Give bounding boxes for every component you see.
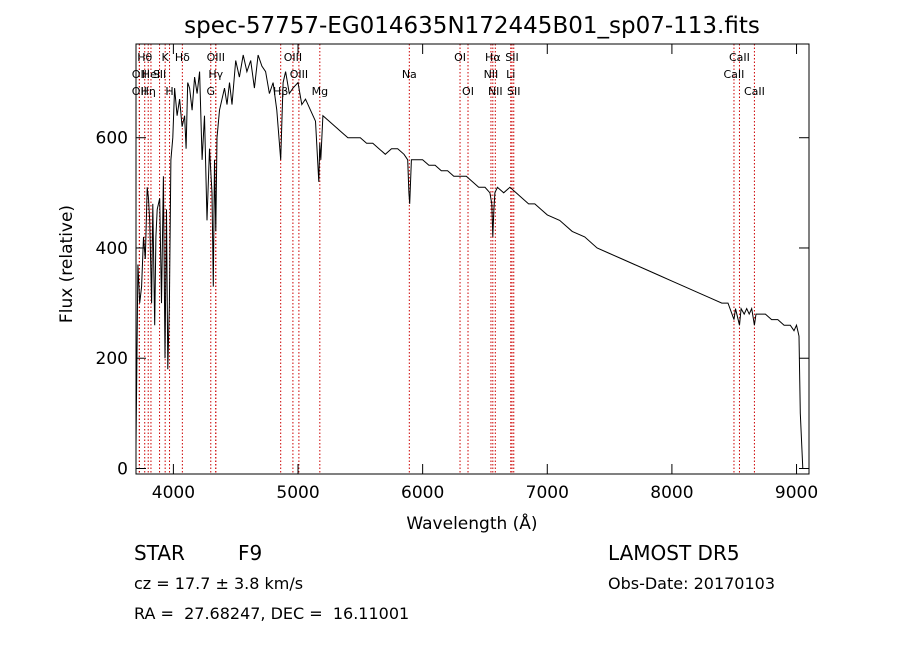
line-label: OIII	[290, 68, 308, 81]
y-axis-label: Flux (relative)	[57, 205, 77, 323]
line-label: Hβ	[273, 85, 288, 98]
line-label: Mg	[312, 85, 328, 98]
line-label: CaII	[729, 51, 750, 64]
coordinates: RA = 27.68247, DEC = 16.11001	[134, 604, 410, 623]
y-tick-label: 200	[96, 349, 128, 369]
line-label: H	[165, 85, 173, 98]
spectral-line-markers	[138, 44, 755, 474]
line-label: SII	[505, 51, 518, 64]
y-axis-ticks: 0 200 400 600	[96, 129, 809, 479]
spectrum-chart: spec-57757-EG014635N172445B01_sp07-113.f…	[57, 13, 818, 534]
line-label: G	[207, 85, 216, 98]
line-label: Hδ	[175, 51, 190, 64]
line-label: K	[162, 51, 170, 64]
line-label: Hη	[141, 85, 156, 98]
line-label: NII	[484, 68, 499, 81]
object-class: STAR	[134, 541, 185, 565]
x-axis-label: Wavelength (Å)	[406, 512, 537, 534]
x-tick-label: 6000	[401, 483, 444, 503]
spectral-line-labels: OIIOIIHθHηHeISIIKHHδGOIIIHγHβOIIIOIIIMgN…	[132, 51, 765, 98]
plot-frame	[135, 43, 810, 475]
y-tick-label: 600	[96, 129, 128, 149]
line-label: SII	[153, 68, 166, 81]
y-tick-label: 400	[96, 239, 128, 259]
line-label: CaII	[724, 68, 745, 81]
x-tick-label: 4000	[152, 483, 195, 503]
line-label: OIII	[207, 51, 225, 64]
line-label: OI	[462, 85, 474, 98]
line-label: Li	[506, 68, 515, 81]
line-label: NII	[488, 85, 503, 98]
line-label: CaII	[744, 85, 765, 98]
observation-date: Obs-Date: 20170103	[608, 574, 776, 593]
object-subclass: F9	[238, 541, 263, 565]
chart-title: spec-57757-EG014635N172445B01_sp07-113.f…	[184, 13, 760, 39]
x-tick-label: 5000	[276, 483, 319, 503]
x-axis-ticks: 4000 5000 6000 7000 8000 9000	[152, 44, 818, 503]
line-label: SII	[507, 85, 520, 98]
line-label: Hγ	[208, 68, 223, 81]
x-tick-label: 9000	[775, 483, 818, 503]
line-label: Hθ	[137, 51, 152, 64]
line-label: OIII	[284, 51, 302, 64]
line-label: Hα	[485, 51, 501, 64]
line-label: OI	[454, 51, 466, 64]
line-label: HeI	[142, 68, 160, 81]
survey-name: LAMOST DR5	[608, 541, 740, 565]
y-tick-label: 0	[117, 459, 128, 479]
line-label: Na	[402, 68, 417, 81]
x-tick-label: 8000	[650, 483, 693, 503]
spectrum-series-line	[135, 54, 804, 469]
x-tick-label: 7000	[526, 483, 569, 503]
redshift-velocity: cz = 17.7 ± 3.8 km/s	[134, 574, 304, 593]
